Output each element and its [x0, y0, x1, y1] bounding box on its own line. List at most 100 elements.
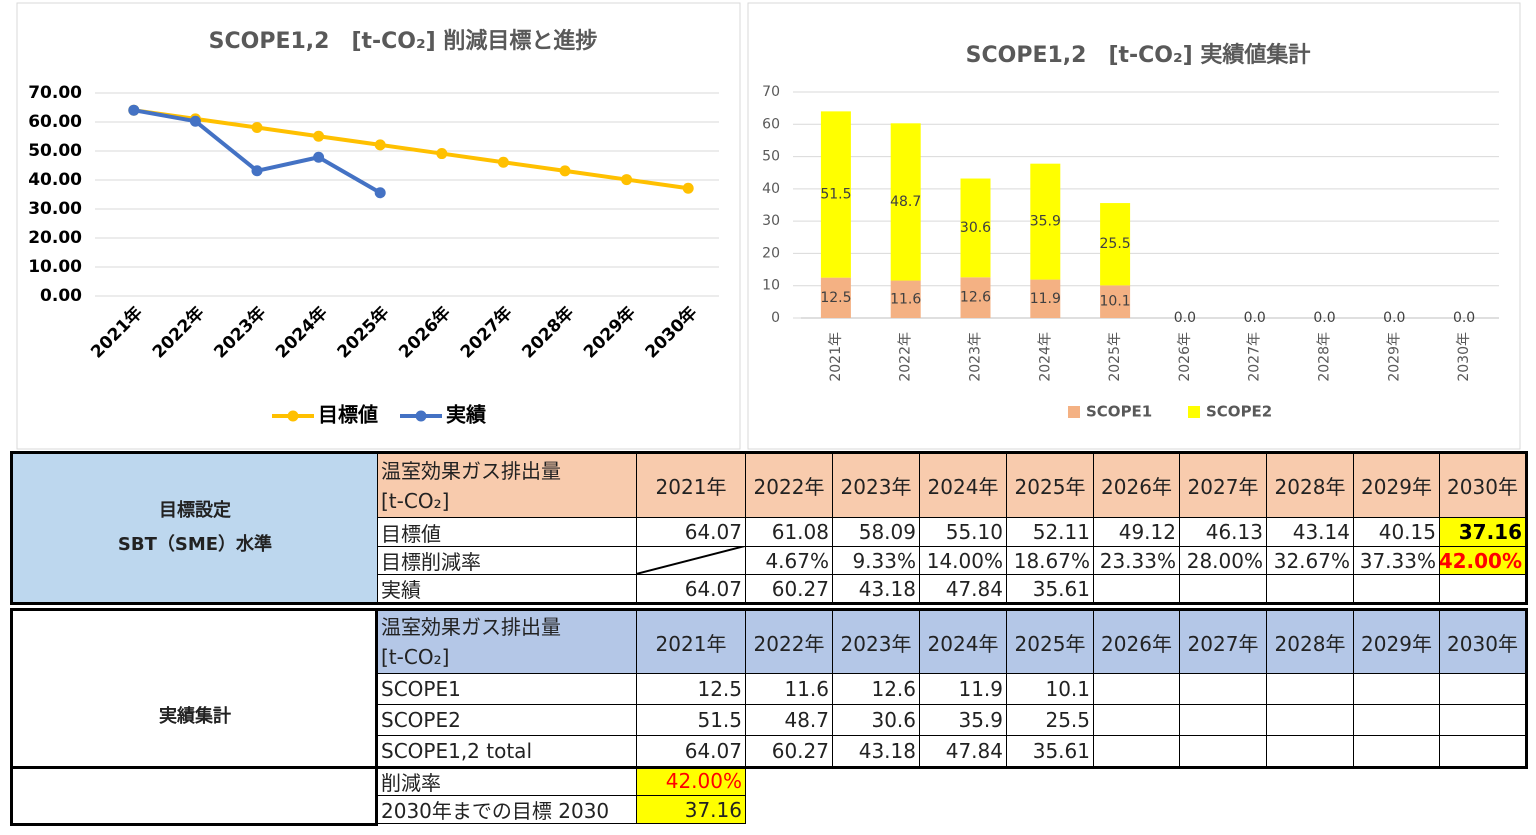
data-label: 35.9 — [1030, 214, 1061, 230]
header-year: 2021年 — [636, 453, 746, 518]
data-label: 51.5 — [820, 187, 851, 203]
cell-value: 43.18 — [858, 576, 916, 601]
cell-value: 60.27 — [771, 576, 829, 601]
x-tick-label: 2028年 — [1317, 332, 1333, 382]
y-tick-label: 30.00 — [28, 199, 82, 219]
marker — [497, 156, 509, 168]
table-cell — [1439, 574, 1526, 603]
chart-panel — [16, 2, 741, 450]
data-label: 0.0 — [1453, 310, 1475, 326]
x-tick-label: 2030年 — [1456, 332, 1472, 382]
year: 2027年 — [1187, 475, 1259, 499]
chart-panel — [747, 2, 1521, 450]
row-label-text: SCOPE2 — [381, 708, 461, 732]
data-label: 25.5 — [1100, 236, 1131, 252]
year: 2026年 — [1101, 631, 1172, 656]
header-year: 2029年 — [1353, 610, 1440, 674]
year: 2023年 — [840, 631, 912, 656]
header-year: 2021年 — [636, 610, 746, 674]
table-cell: 42.00% — [1439, 546, 1526, 575]
y-tick-label: 50.00 — [28, 141, 82, 161]
row-label-text: SCOPE1 — [381, 677, 461, 701]
table-cell — [1353, 735, 1440, 767]
cell-value: 52.11 — [1032, 520, 1090, 544]
year: 2022年 — [753, 475, 825, 499]
legend-marker — [287, 410, 299, 422]
table-cell: 55.10 — [919, 517, 1007, 547]
year: 2029年 — [1361, 475, 1432, 499]
table-cell — [1266, 735, 1354, 767]
table-cell: 64.07 — [636, 574, 746, 603]
y-tick-label: 60 — [762, 116, 780, 132]
table-cell: 51.5 — [636, 704, 746, 736]
cell-value: 43.14 — [1292, 520, 1350, 544]
year: 2024年 — [927, 475, 999, 499]
year: 2022年 — [753, 631, 825, 656]
cell-value: 40.15 — [1378, 520, 1436, 544]
title-line: 目標設定 — [159, 500, 231, 521]
bar — [1030, 279, 1061, 318]
table-cell: 12.5 — [636, 673, 746, 705]
row-label-text: SCOPE1,2 total — [381, 739, 532, 763]
year: 2030年 — [1447, 631, 1518, 656]
data-label: 10.1 — [1100, 294, 1131, 310]
cell-value: 37.16 — [684, 797, 742, 822]
table-cell — [1093, 673, 1180, 705]
header-year: 2024年 — [919, 453, 1007, 518]
table-cell — [1353, 704, 1440, 736]
year: 2030年 — [1447, 475, 1518, 499]
header-line: [t-CO₂] — [381, 488, 450, 513]
x-tick-label: 2023年 — [968, 332, 984, 382]
row-label-text: 実績 — [381, 578, 421, 602]
cell-value: 47.84 — [945, 739, 1003, 763]
data-label: 30.6 — [960, 220, 991, 236]
header-line: [t-CO₂] — [381, 645, 450, 669]
year: 2026年 — [1101, 475, 1172, 499]
y-tick-label: 10.00 — [28, 257, 82, 277]
header-year: 2025年 — [1006, 453, 1094, 518]
row-label: 2030年までの目標 2030 — [377, 795, 637, 824]
title-line: SBT（SME）水準 — [117, 534, 273, 555]
y-tick-label: 0.00 — [40, 286, 82, 306]
table-cell: 25.5 — [1006, 704, 1094, 736]
charts: SCOPE1,2 [t-CO₂] 削減目標と進捗0.0010.0020.0030… — [16, 2, 1521, 450]
header-label: 温室効果ガス排出量 [t-CO₂] — [377, 610, 637, 674]
title-line: 実績集計 — [159, 706, 231, 727]
row-label-text: 2030年までの目標 2030 — [381, 799, 610, 823]
header-year: 2026年 — [1093, 610, 1180, 674]
cell-value: 47.84 — [945, 576, 1003, 601]
table-cell: 12.6 — [832, 673, 920, 705]
x-tick-label: 2022年 — [898, 332, 914, 382]
table-cell: 40.15 — [1353, 517, 1440, 547]
table-cell: 58.09 — [832, 517, 920, 547]
legend-label: 実績 — [446, 403, 487, 427]
year: 2027年 — [1187, 631, 1259, 656]
cell-value: 12.6 — [871, 677, 916, 701]
data-label: 0.0 — [1174, 310, 1196, 326]
header-year: 2022年 — [745, 453, 833, 518]
marker — [251, 122, 263, 134]
legend-swatch — [1188, 406, 1200, 418]
table-cell: 43.18 — [832, 735, 920, 767]
table-cell — [1439, 704, 1526, 736]
cell-value: 30.6 — [871, 708, 916, 732]
x-tick-label: 2027年 — [1247, 332, 1263, 382]
year: 2023年 — [840, 475, 912, 499]
legend-label: SCOPE1 — [1086, 403, 1152, 421]
table-cell: 48.7 — [745, 704, 833, 736]
bar — [890, 123, 921, 281]
data-label: 12.6 — [960, 290, 991, 306]
header-year: 2028年 — [1266, 453, 1354, 518]
cell-value: 11.9 — [958, 677, 1003, 701]
year: 2028年 — [1274, 475, 1346, 499]
cell-value: 37.33% — [1359, 548, 1436, 573]
header-year: 2029年 — [1353, 453, 1440, 518]
table-cell — [1179, 704, 1267, 736]
marker — [559, 165, 571, 177]
row-label: SCOPE1,2 total — [377, 735, 637, 767]
table-cell — [1266, 574, 1354, 603]
x-tick-label: 2021年 — [828, 332, 844, 382]
row-label-text: 削減率 — [381, 770, 441, 795]
header-year: 2027年 — [1179, 453, 1267, 518]
